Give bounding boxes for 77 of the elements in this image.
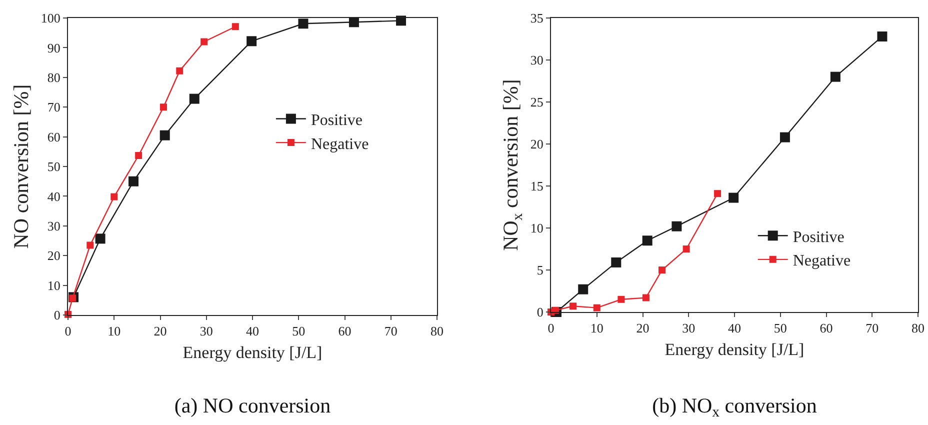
x-tick-label: 40: [246, 324, 259, 339]
x-axis-title: Energy density [J/L]: [664, 340, 804, 359]
x-tick-label: 30: [682, 320, 696, 336]
y-tick-label: 70: [47, 100, 60, 115]
point: [672, 221, 682, 232]
point: [176, 67, 184, 74]
y-tick-label: 20: [47, 248, 60, 264]
point: [877, 31, 888, 42]
x-axis-title: Energy density [J/L]: [182, 343, 322, 362]
y-tick-label: 25: [530, 94, 544, 110]
x-tick-label: 50: [292, 324, 306, 339]
x-tick-label: 70: [384, 324, 398, 339]
y-tick-label: 0: [536, 304, 544, 320]
point: [189, 94, 200, 104]
point: [348, 17, 359, 28]
y-tick-label: 50: [47, 159, 60, 174]
y-tick-label: 10: [47, 278, 60, 293]
text: (a) NO conversion: [174, 393, 332, 418]
x-tick-label: 0: [548, 320, 554, 336]
y-tick-label: 100: [40, 10, 60, 26]
point: [160, 104, 167, 111]
x-tick-label: 30: [200, 324, 213, 339]
point: [618, 296, 625, 303]
legend-label: Negative: [792, 252, 851, 270]
y-tick-label: 5: [536, 262, 544, 278]
point: [570, 302, 577, 310]
y-tick-label: 15: [530, 178, 544, 194]
legend-label: Negative: [310, 136, 369, 153]
x-tick-label: 40: [728, 320, 741, 336]
point: [86, 242, 94, 249]
point: [110, 193, 118, 200]
point: [830, 72, 840, 82]
point: [728, 192, 739, 203]
x-tick-label: 10: [108, 324, 121, 339]
y-tick-label: 30: [530, 52, 544, 68]
point: [128, 176, 138, 186]
x-tick-label: 60: [820, 320, 833, 336]
y-tick-label: 30: [47, 218, 60, 234]
point: [682, 246, 690, 252]
point: [611, 257, 622, 268]
x-tick-label: 10: [590, 320, 604, 336]
x-tick-label: 80: [912, 320, 924, 336]
point: [95, 234, 106, 244]
x-tick-label: 80: [430, 324, 444, 339]
x-tick-label: 20: [154, 324, 167, 339]
y-tick-label: 60: [47, 129, 60, 144]
point: [642, 236, 652, 246]
point: [246, 36, 257, 46]
point: [658, 266, 666, 274]
point: [69, 294, 76, 302]
y-tick-label: 20: [530, 136, 544, 152]
point: [780, 132, 790, 142]
point: [642, 294, 650, 302]
x-tick-label: 50: [774, 320, 787, 336]
legend-label: Positive: [310, 112, 363, 129]
point: [714, 190, 722, 198]
y-tick-label: 90: [47, 40, 60, 56]
x-tick-label: 60: [338, 324, 352, 339]
point: [593, 304, 600, 312]
legend-label: Positive: [792, 228, 844, 246]
x-tick-label: 70: [866, 320, 879, 336]
point: [232, 23, 239, 30]
y-axis-title: NO conversion [%]: [9, 84, 34, 249]
point: [396, 16, 406, 26]
y-tick-label: 10: [530, 220, 544, 236]
y-tick-label: 0: [54, 308, 60, 323]
y-tick-label: 40: [47, 188, 60, 204]
y-tick-label: 35: [530, 10, 544, 26]
point: [200, 38, 208, 46]
text: (b) NO$_{x}$ conversion: [652, 393, 818, 421]
point: [298, 18, 308, 29]
point: [135, 152, 142, 160]
point: [578, 284, 588, 294]
point: [160, 130, 170, 140]
y-tick-label: 80: [47, 70, 60, 85]
x-tick-label: 0: [64, 324, 72, 339]
x-tick-label: 20: [636, 320, 650, 336]
